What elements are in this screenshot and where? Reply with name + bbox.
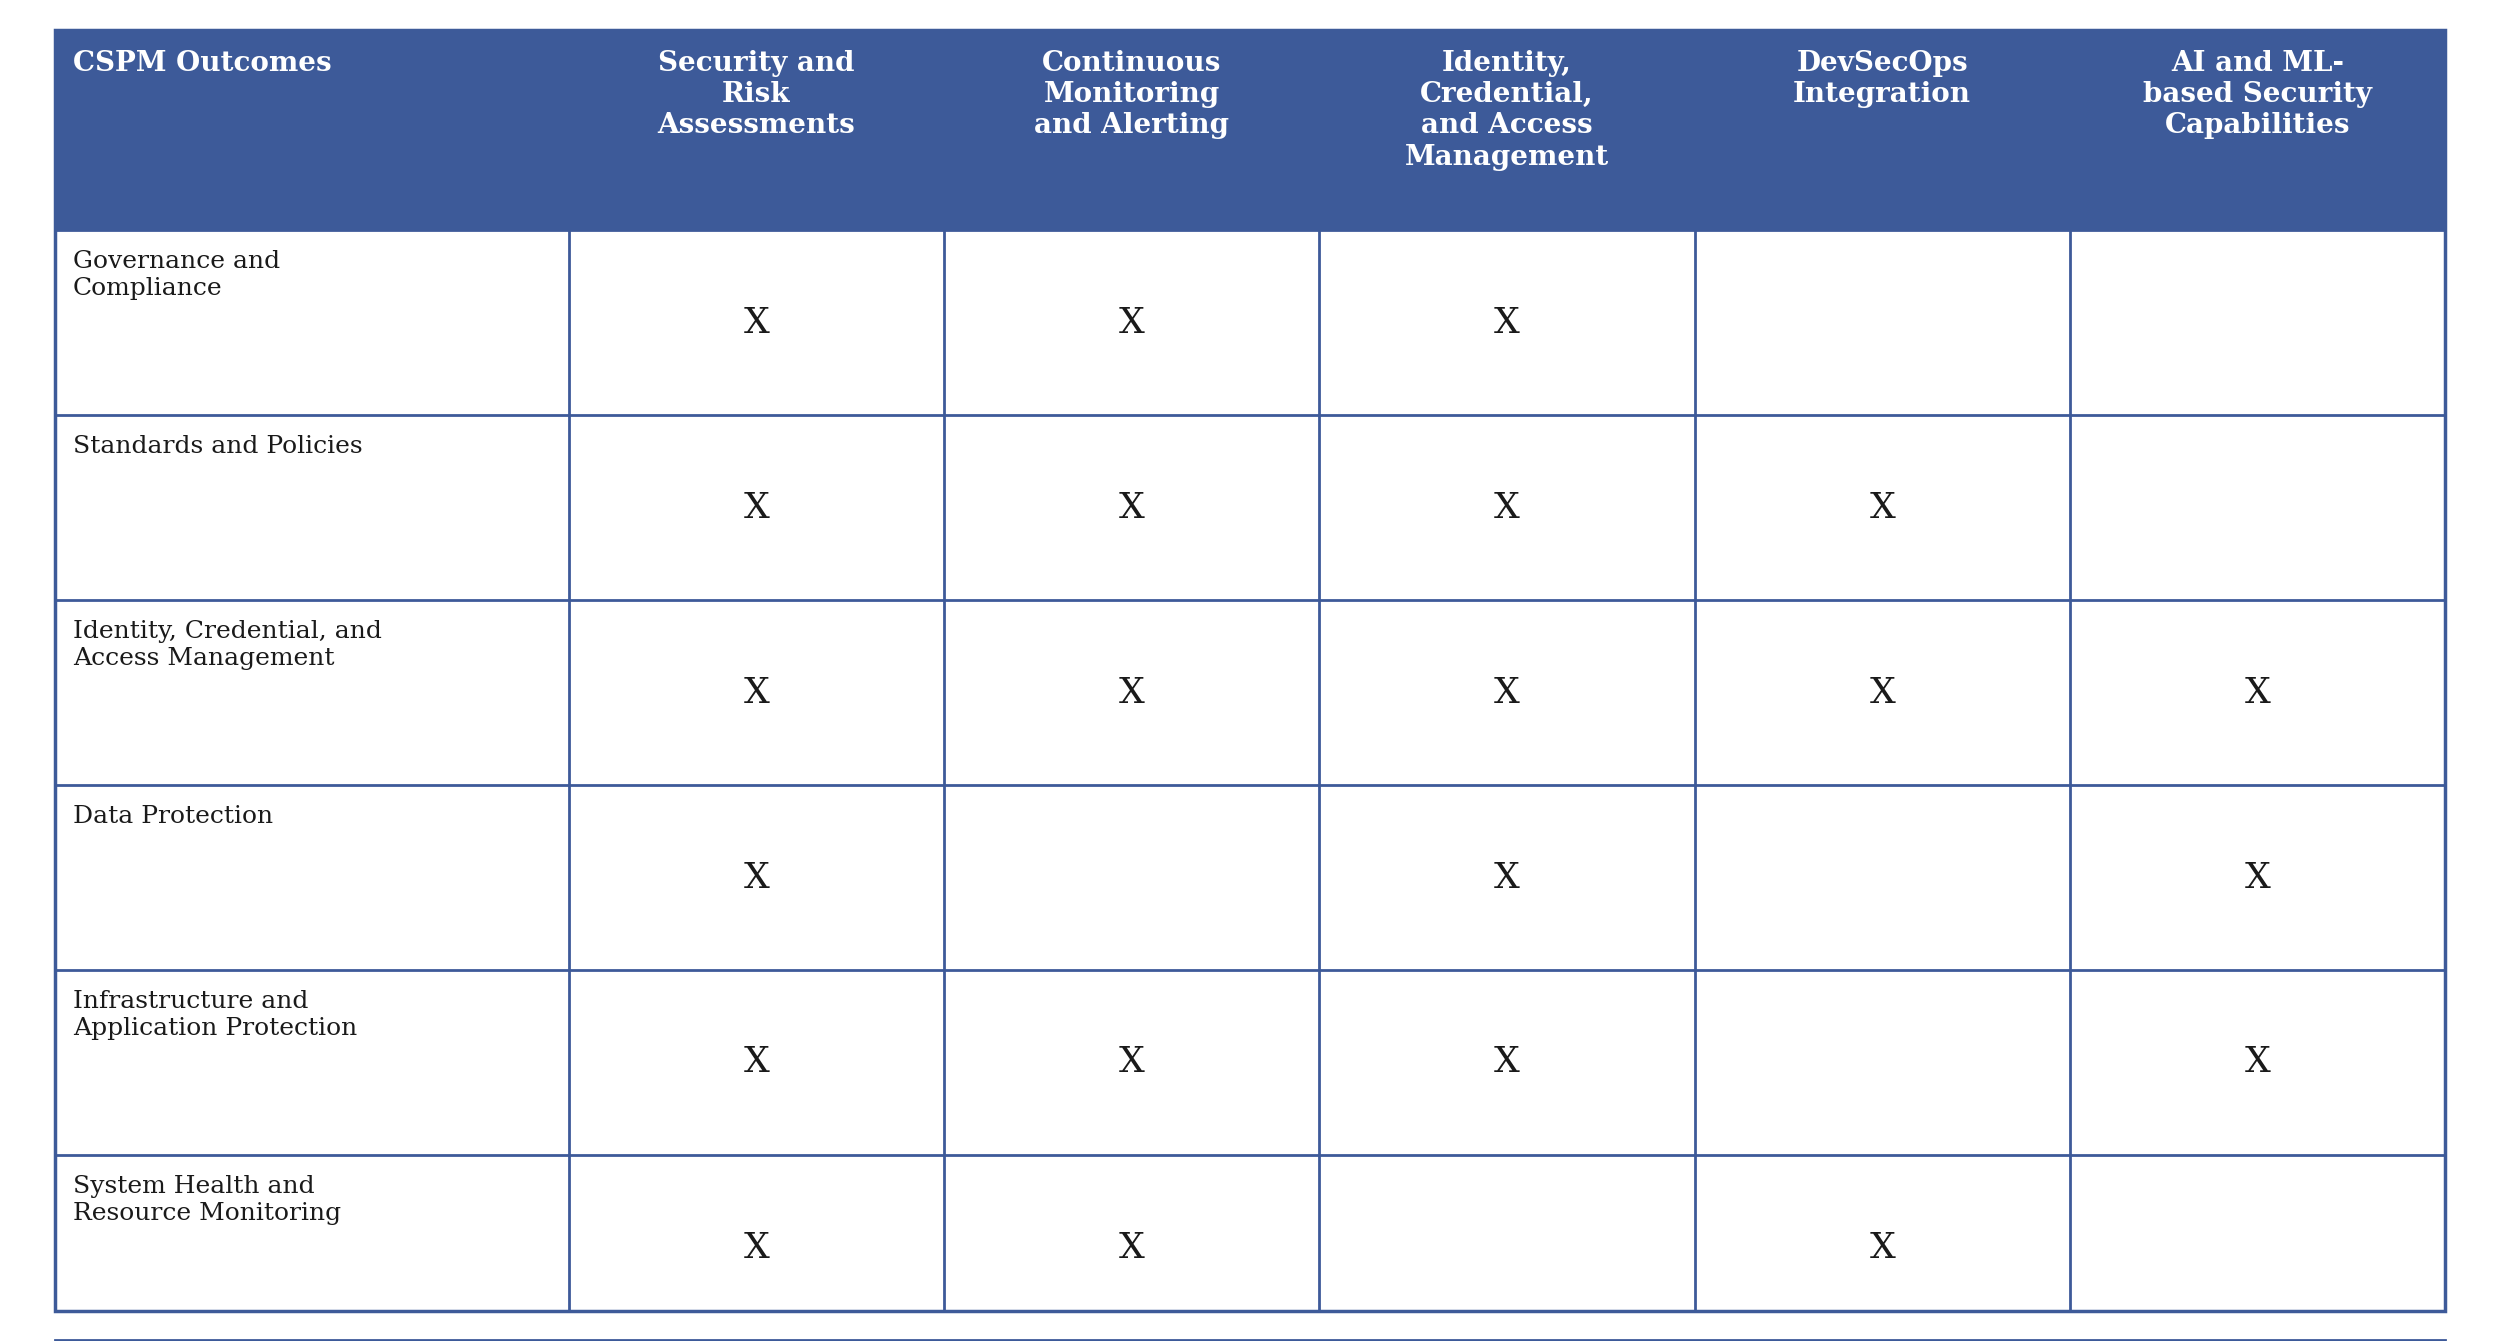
Text: Identity, Credential, and
Access Management: Identity, Credential, and Access Managem… bbox=[72, 620, 382, 669]
Text: X: X bbox=[1120, 491, 1145, 524]
Bar bbox=[55, 599, 2445, 784]
Text: X: X bbox=[2245, 861, 2270, 894]
Text: X: X bbox=[742, 306, 770, 339]
Text: X: X bbox=[1870, 676, 1895, 709]
Text: X: X bbox=[1120, 306, 1145, 339]
Text: Identity,
Credential,
and Access
Management: Identity, Credential, and Access Managem… bbox=[1405, 50, 1610, 170]
Bar bbox=[55, 1155, 2445, 1340]
Text: X: X bbox=[2245, 676, 2270, 709]
Text: X: X bbox=[1495, 491, 1520, 524]
Text: System Health and
Resource Monitoring: System Health and Resource Monitoring bbox=[72, 1175, 340, 1224]
Text: X: X bbox=[1870, 491, 1895, 524]
Bar bbox=[55, 784, 2445, 970]
Text: CSPM Outcomes: CSPM Outcomes bbox=[72, 50, 332, 76]
Text: X: X bbox=[742, 491, 770, 524]
Bar bbox=[55, 970, 2445, 1155]
Text: Security and
Risk
Assessments: Security and Risk Assessments bbox=[658, 50, 855, 139]
Bar bbox=[55, 414, 2445, 599]
Text: DevSecOps
Integration: DevSecOps Integration bbox=[1792, 50, 1970, 109]
Text: X: X bbox=[742, 861, 770, 894]
Text: Governance and
Compliance: Governance and Compliance bbox=[72, 249, 280, 299]
Text: X: X bbox=[1870, 1231, 1895, 1265]
Text: Standards and Policies: Standards and Policies bbox=[72, 434, 362, 459]
Bar bbox=[55, 30, 2445, 231]
Text: Data Protection: Data Protection bbox=[72, 805, 272, 827]
Text: X: X bbox=[1495, 1046, 1520, 1080]
Text: X: X bbox=[1495, 676, 1520, 709]
Text: X: X bbox=[1120, 1231, 1145, 1265]
Text: X: X bbox=[742, 676, 770, 709]
Text: X: X bbox=[742, 1046, 770, 1080]
Text: AI and ML-
based Security
Capabilities: AI and ML- based Security Capabilities bbox=[2142, 50, 2372, 139]
Text: X: X bbox=[1120, 676, 1145, 709]
Text: X: X bbox=[1120, 1046, 1145, 1080]
Text: X: X bbox=[2245, 1046, 2270, 1080]
Text: X: X bbox=[1495, 306, 1520, 339]
Text: Continuous
Monitoring
and Alerting: Continuous Monitoring and Alerting bbox=[1035, 50, 1230, 139]
Text: X: X bbox=[742, 1231, 770, 1265]
Text: X: X bbox=[1495, 861, 1520, 894]
Text: Infrastructure and
Application Protection: Infrastructure and Application Protectio… bbox=[72, 990, 358, 1039]
Bar bbox=[55, 231, 2445, 414]
